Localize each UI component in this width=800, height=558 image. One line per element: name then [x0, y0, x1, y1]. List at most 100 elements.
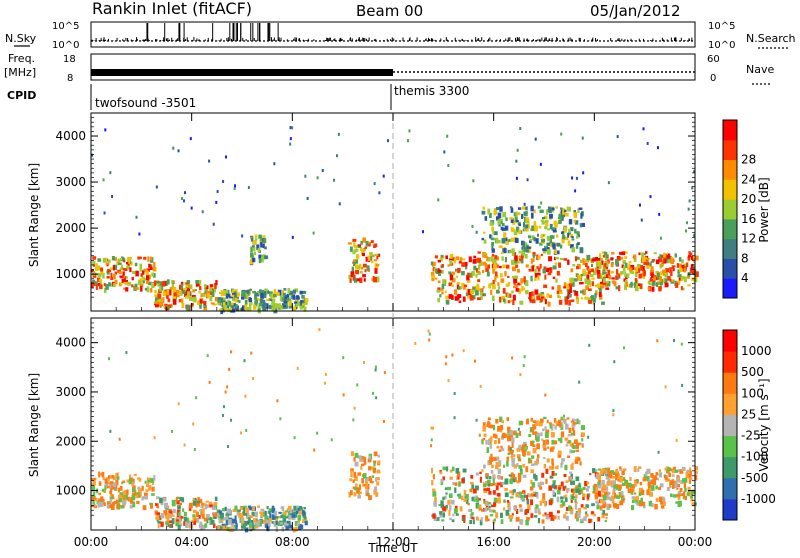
echo-cell: [91, 485, 96, 492]
echo-cell: [574, 419, 578, 422]
echo-cell: [560, 416, 563, 421]
echo-cell: [515, 176, 518, 180]
echo-cell: [288, 521, 291, 525]
echo-cell: [500, 519, 504, 525]
colorbar-tick-label: -1000: [741, 492, 776, 506]
echo-cell: [212, 513, 217, 519]
echo-cell: [153, 436, 156, 440]
echo-cell: [361, 248, 365, 255]
echo-cell: [109, 505, 113, 509]
colorbar-tick-label: 4: [741, 271, 749, 285]
echo-cell: [449, 260, 453, 265]
echo-cell: [374, 486, 378, 491]
echo-cell: [574, 189, 577, 193]
echo-cell: [603, 271, 607, 274]
echo-cell: [482, 261, 487, 266]
echo-cell: [354, 461, 359, 467]
echo-cell: [502, 287, 506, 294]
echo-cell: [511, 275, 515, 279]
echo-cell: [677, 490, 682, 495]
echo-cell: [362, 237, 366, 243]
echo-cell: [218, 518, 221, 524]
echo-cell: [658, 212, 661, 216]
echo-cell: [605, 266, 608, 271]
echo-cell: [97, 258, 102, 262]
echo-cell: [541, 498, 546, 503]
echo-cell: [606, 503, 610, 509]
echo-cell: [100, 269, 104, 275]
echo-cell: [597, 474, 601, 480]
echo-cell: [487, 483, 491, 487]
echo-cell: [489, 212, 492, 219]
echo-cell: [686, 469, 691, 473]
echo-cell: [209, 284, 214, 287]
echo-cell: [514, 237, 519, 243]
echo-cell: [579, 259, 583, 264]
echo-cell: [548, 499, 553, 506]
echo-cell: [679, 470, 684, 474]
echo-cell: [531, 225, 535, 232]
echo-cell: [570, 432, 574, 436]
echo-cell: [168, 289, 172, 296]
echo-cell: [589, 473, 592, 476]
echo-cell: [205, 517, 208, 521]
echo-cell: [244, 299, 248, 305]
echo-cell: [114, 500, 118, 504]
echo-cell: [617, 273, 621, 279]
echo-cell: [496, 264, 499, 268]
echo-cell: [607, 269, 611, 276]
echo-cell: [624, 256, 628, 259]
echo-cell: [360, 240, 363, 245]
echo-cell: [155, 185, 158, 189]
echo-cell: [461, 258, 466, 261]
echo-cell: [546, 293, 550, 298]
echo-cell: [665, 477, 669, 482]
echo-cell: [366, 242, 371, 247]
echo-cell: [542, 514, 546, 517]
echo-cell: [601, 251, 606, 254]
echo-cell: [686, 492, 690, 496]
echo-cell: [478, 260, 483, 267]
echo-cell: [91, 269, 95, 273]
echo-cell: [184, 292, 189, 296]
echo-cell: [516, 226, 520, 233]
echo-cell: [549, 213, 553, 219]
echo-cell: [299, 290, 303, 295]
echo-cell: [482, 481, 485, 485]
echo-cell: [686, 221, 689, 225]
echo-cell: [285, 299, 289, 303]
echo-cell: [115, 473, 118, 478]
echo-cell: [219, 297, 224, 303]
echo-cell: [559, 257, 564, 261]
echo-cell: [243, 523, 246, 530]
echo-cell: [552, 265, 557, 270]
echo-cell: [568, 290, 573, 293]
echo-cell: [608, 480, 613, 486]
echo-cell: [653, 276, 657, 281]
echo-cell: [554, 425, 557, 430]
echo-cell: [529, 486, 534, 491]
echo-cell: [575, 488, 580, 493]
echo-cell: [626, 273, 630, 278]
echo-cell: [239, 512, 243, 519]
echo-cell: [126, 265, 130, 270]
echo-cell: [273, 162, 276, 166]
echo-cell: [297, 506, 301, 512]
echo-cell: [374, 365, 377, 369]
echo-cell: [525, 508, 530, 514]
echo-cell: [202, 503, 207, 506]
echo-cell: [566, 417, 570, 420]
echo-cell: [683, 491, 686, 497]
echo-cell: [680, 480, 684, 485]
echo-cell: [661, 505, 665, 509]
echo-cell: [497, 456, 500, 460]
echo-cell: [141, 485, 144, 491]
colorbar-segment: [723, 477, 737, 500]
echo-cell: [112, 264, 115, 271]
echo-cell: [580, 212, 583, 219]
echo-cell: [176, 500, 180, 505]
echo-cell: [554, 440, 558, 445]
echo-cell: [446, 466, 449, 472]
echo-cell: [623, 278, 627, 282]
